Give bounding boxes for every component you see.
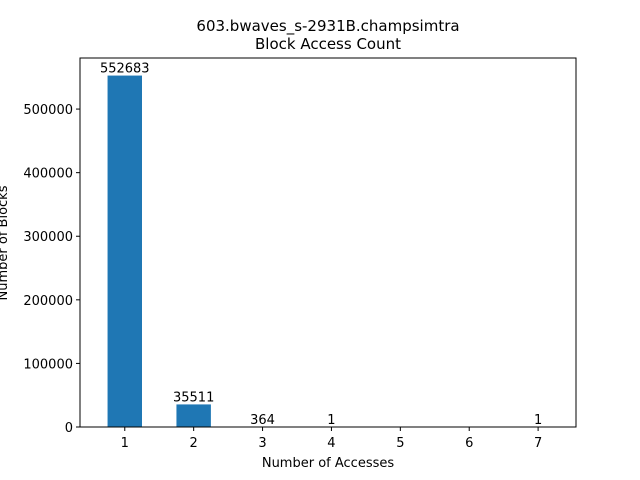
bars-group [107,75,556,427]
chart-title: 603.bwaves_s-2931B.champsimtra [196,17,459,36]
y-tick-label: 0 [65,421,73,436]
x-axis: 1 2 3 4 5 6 7 [121,427,542,451]
y-axis-label: Number of Blocks [0,185,11,300]
x-tick-label: 1 [121,436,129,451]
data-label-2: 35511 [173,390,214,405]
x-tick-label: 4 [327,436,335,451]
x-tick-label: 5 [396,436,404,451]
data-labels-group: 552683 35511 364 1 1 [100,62,542,428]
x-tick-label: 7 [534,436,542,451]
y-tick-label: 200000 [23,294,73,309]
y-tick-label: 300000 [23,230,73,245]
x-tick-label: 6 [465,436,473,451]
data-label-7: 1 [534,413,542,428]
data-label-3: 364 [250,413,275,428]
plot-frame [79,57,577,428]
chart-subtitle: Block Access Count [255,35,401,53]
y-axis: 0 100000 200000 300000 400000 500000 [23,103,80,436]
x-axis-label: Number of Accesses [262,456,395,471]
data-label-4: 1 [327,413,335,428]
x-tick-label: 2 [190,436,198,451]
y-tick-label: 500000 [23,103,73,118]
x-tick-label: 3 [258,436,266,451]
y-tick-label: 400000 [23,167,73,182]
bar-2 [176,404,211,427]
bar-1 [107,75,142,427]
y-tick-label: 100000 [23,357,73,372]
data-label-1: 552683 [100,62,150,77]
